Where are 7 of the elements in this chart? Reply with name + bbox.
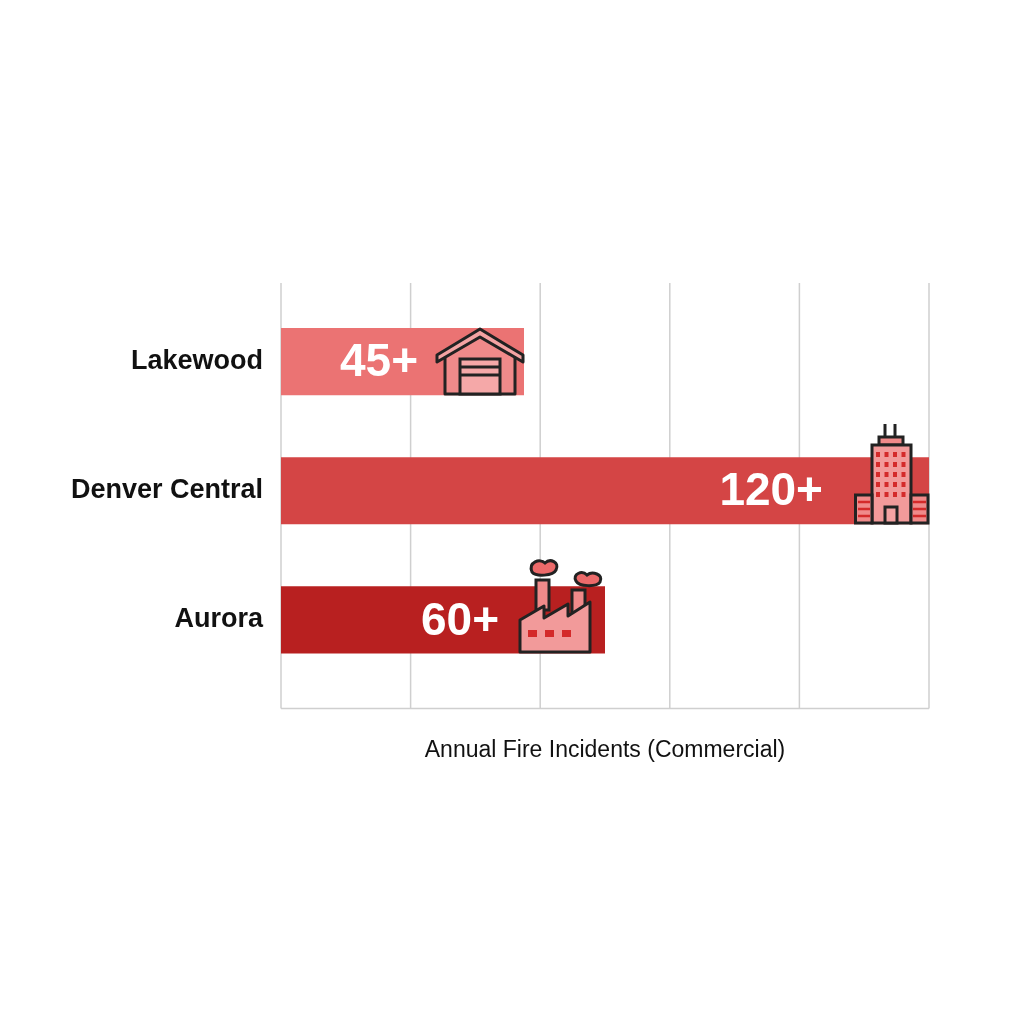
data-label: 120+ (719, 463, 823, 516)
y-tick-label: Aurora (174, 603, 264, 634)
data-label: 60+ (420, 592, 499, 645)
y-tick-label: Denver Central (70, 474, 263, 505)
x-axis-title: Annual Fire Incidents (Commercial) (424, 735, 786, 762)
y-tick-label: Lakewood (130, 345, 263, 376)
data-label: 45+ (339, 334, 418, 387)
